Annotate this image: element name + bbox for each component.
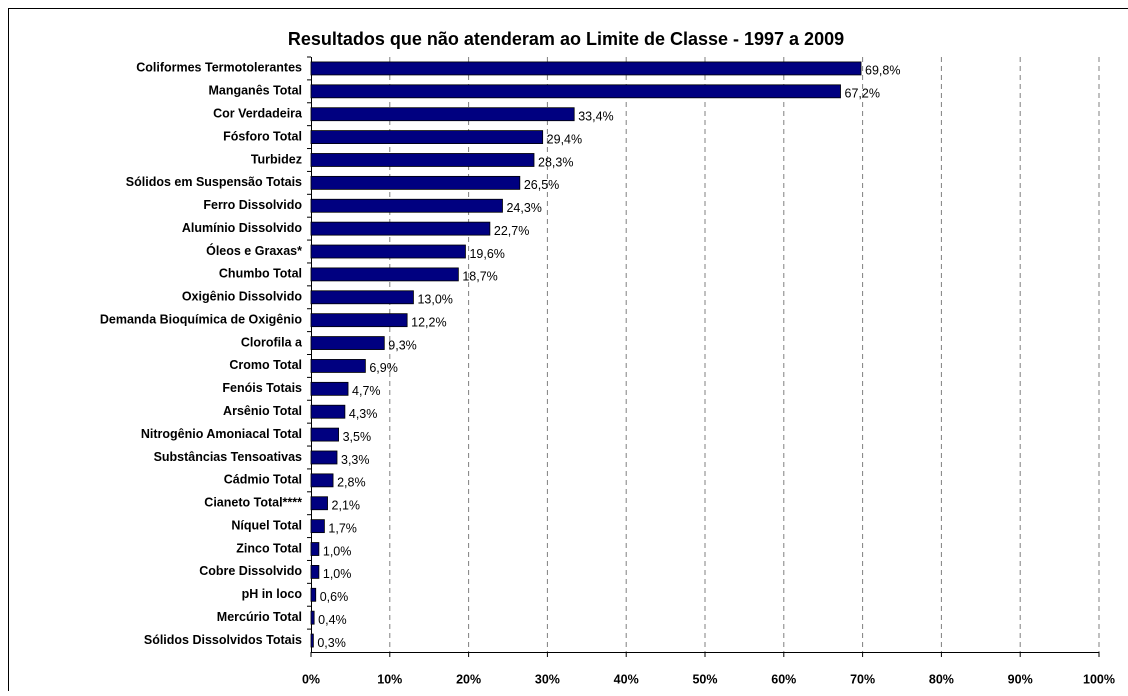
value-label: 22,7%: [494, 224, 529, 238]
y-tick-label: Cianeto Total****: [204, 496, 302, 510]
value-label: 1,7%: [328, 521, 357, 535]
y-tick-label: Alumínio Dissolvido: [182, 221, 303, 235]
bar: [311, 131, 543, 144]
y-tick-label: Mercúrio Total: [217, 610, 302, 624]
bar: [311, 497, 328, 510]
bar: [311, 268, 458, 281]
value-label: 13,0%: [417, 293, 452, 307]
x-tick-label: 20%: [456, 672, 481, 686]
bar: [311, 62, 861, 75]
value-label: 28,3%: [538, 155, 573, 169]
value-label: 2,1%: [332, 499, 361, 513]
x-tick-label: 30%: [535, 672, 560, 686]
y-tick-label: Demanda Bioquímica de Oxigênio: [100, 312, 302, 326]
y-tick-label: Substâncias Tensoativas: [154, 450, 302, 464]
y-tick-label: Nitrogênio Amoniacal Total: [141, 427, 302, 441]
bar: [311, 314, 407, 327]
value-label: 4,7%: [352, 384, 381, 398]
bar: [311, 634, 313, 647]
bar: [311, 108, 574, 121]
value-label: 29,4%: [547, 132, 582, 146]
value-label: 1,0%: [323, 567, 352, 581]
bar: [311, 451, 337, 464]
value-label: 12,2%: [411, 315, 446, 329]
y-tick-label: Cromo Total: [229, 358, 302, 372]
y-tick-label: Chumbo Total: [219, 267, 302, 281]
bar: [311, 245, 465, 258]
value-label: 6,9%: [369, 361, 398, 375]
y-tick-label: Zinco Total: [236, 541, 302, 555]
bar: [311, 474, 333, 487]
bar: [311, 382, 348, 395]
x-tick-label: 60%: [771, 672, 796, 686]
y-tick-label: Óleos e Graxas*: [206, 243, 302, 258]
y-tick-label: Cobre Dissolvido: [199, 564, 302, 578]
y-tick-label: pH in loco: [242, 587, 303, 601]
value-label: 9,3%: [388, 338, 417, 352]
bar: [311, 428, 339, 441]
value-label: 24,3%: [506, 201, 541, 215]
bar: [311, 565, 319, 578]
y-tick-label: Arsênio Total: [223, 404, 302, 418]
value-label: 4,3%: [349, 407, 378, 421]
bar: [311, 520, 324, 533]
y-tick-label: Clorofila a: [241, 335, 303, 349]
bar: [311, 405, 345, 418]
y-tick-label: Coliformes Termotolerantes: [136, 61, 302, 75]
y-tick-label: Sólidos Dissolvidos Totais: [144, 633, 302, 647]
bar: [311, 222, 490, 235]
x-tick-label: 50%: [692, 672, 717, 686]
y-tick-label: Ferro Dissolvido: [203, 198, 302, 212]
y-tick-label: Fenóis Totais: [222, 381, 302, 395]
value-label: 1,0%: [323, 544, 352, 558]
bar: [311, 291, 413, 304]
value-label: 18,7%: [462, 270, 497, 284]
x-tick-label: 40%: [614, 672, 639, 686]
value-label: 2,8%: [337, 476, 366, 490]
x-tick-label: 90%: [1008, 672, 1033, 686]
value-label: 26,5%: [524, 178, 559, 192]
x-tick-label: 70%: [850, 672, 875, 686]
y-tick-label: Manganês Total: [208, 84, 302, 98]
y-tick-label: Cádmio Total: [224, 473, 302, 487]
y-tick-label: Fósforo Total: [223, 129, 302, 143]
value-label: 19,6%: [469, 247, 504, 261]
y-tick-label: Turbidez: [251, 152, 302, 166]
value-label: 3,5%: [343, 430, 372, 444]
bar: [311, 85, 841, 98]
value-label: 0,6%: [320, 590, 349, 604]
y-tick-label: Sólidos em Suspensão Totais: [126, 175, 302, 189]
bar: [311, 153, 534, 166]
value-label: 67,2%: [845, 87, 880, 101]
x-tick-label: 0%: [302, 672, 320, 686]
x-tick-label: 10%: [377, 672, 402, 686]
value-label: 33,4%: [578, 110, 613, 124]
y-tick-label: Oxigênio Dissolvido: [182, 290, 303, 304]
chart-title: Resultados que não atenderam ao Limite d…: [288, 29, 844, 49]
y-tick-label: Níquel Total: [231, 518, 302, 532]
value-label: 0,4%: [318, 613, 347, 627]
value-label: 0,3%: [317, 636, 346, 650]
bar: [311, 611, 314, 624]
x-tick-label: 100%: [1083, 672, 1115, 686]
value-label: 3,3%: [341, 453, 370, 467]
y-tick-label: Cor Verdadeira: [213, 107, 303, 121]
value-label: 69,8%: [865, 64, 900, 78]
bar: [311, 176, 520, 189]
bar: [311, 588, 316, 601]
x-tick-label: 80%: [929, 672, 954, 686]
bar: [311, 337, 384, 350]
bar: [311, 199, 502, 212]
bar: [311, 359, 365, 372]
bar: [311, 543, 319, 556]
